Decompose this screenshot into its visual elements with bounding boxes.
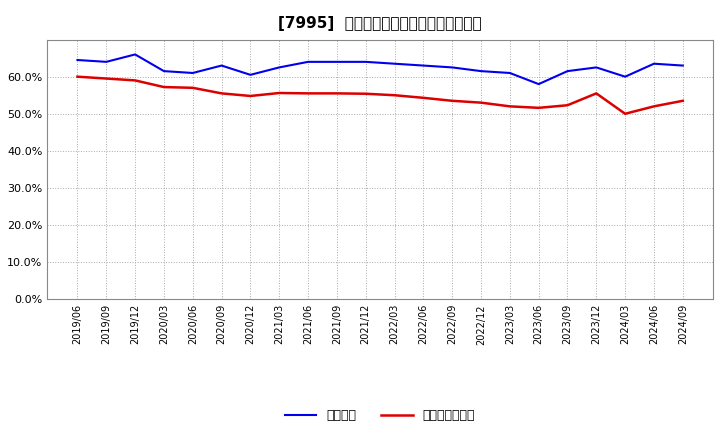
固定比率 [333, 59, 341, 65]
固定長期適合率 [419, 95, 428, 100]
固定長期適合率 [189, 85, 197, 91]
固定長期適合率 [333, 91, 341, 96]
固定比率 [621, 74, 629, 79]
固定比率 [419, 63, 428, 68]
固定長期適合率 [361, 91, 370, 96]
固定比率 [217, 63, 226, 68]
固定比率 [649, 61, 658, 66]
固定比率 [361, 59, 370, 65]
固定比率 [304, 59, 312, 65]
固定比率 [678, 63, 687, 68]
固定長期適合率 [534, 105, 543, 110]
固定長期適合率 [477, 100, 485, 105]
固定長期適合率 [275, 90, 284, 95]
固定長期適合率 [246, 93, 255, 99]
Legend: 固定比率, 固定長期適合率: 固定比率, 固定長期適合率 [280, 404, 480, 427]
固定長期適合率 [592, 91, 600, 96]
固定長期適合率 [131, 78, 140, 83]
固定長期適合率 [390, 92, 399, 98]
固定長期適合率 [448, 98, 456, 103]
固定比率 [246, 72, 255, 77]
固定比率 [592, 65, 600, 70]
固定比率 [73, 57, 82, 62]
Title: [7995]  固定比率、固定長期適合率の推移: [7995] 固定比率、固定長期適合率の推移 [279, 16, 482, 32]
固定長期適合率 [563, 103, 572, 108]
固定比率 [275, 65, 284, 70]
固定長期適合率 [649, 104, 658, 109]
固定長期適合率 [160, 84, 168, 90]
固定比率 [505, 70, 514, 76]
固定長期適合率 [678, 98, 687, 103]
固定長期適合率 [304, 91, 312, 96]
固定比率 [160, 69, 168, 74]
固定比率 [189, 70, 197, 76]
固定比率 [534, 81, 543, 87]
固定長期適合率 [73, 74, 82, 79]
固定長期適合率 [217, 91, 226, 96]
Line: 固定比率: 固定比率 [78, 55, 683, 84]
固定比率 [131, 52, 140, 57]
Line: 固定長期適合率: 固定長期適合率 [78, 77, 683, 114]
固定比率 [563, 69, 572, 74]
固定長期適合率 [621, 111, 629, 117]
固定比率 [448, 65, 456, 70]
固定長期適合率 [505, 104, 514, 109]
固定長期適合率 [102, 76, 111, 81]
固定比率 [390, 61, 399, 66]
固定比率 [477, 69, 485, 74]
固定比率 [102, 59, 111, 65]
